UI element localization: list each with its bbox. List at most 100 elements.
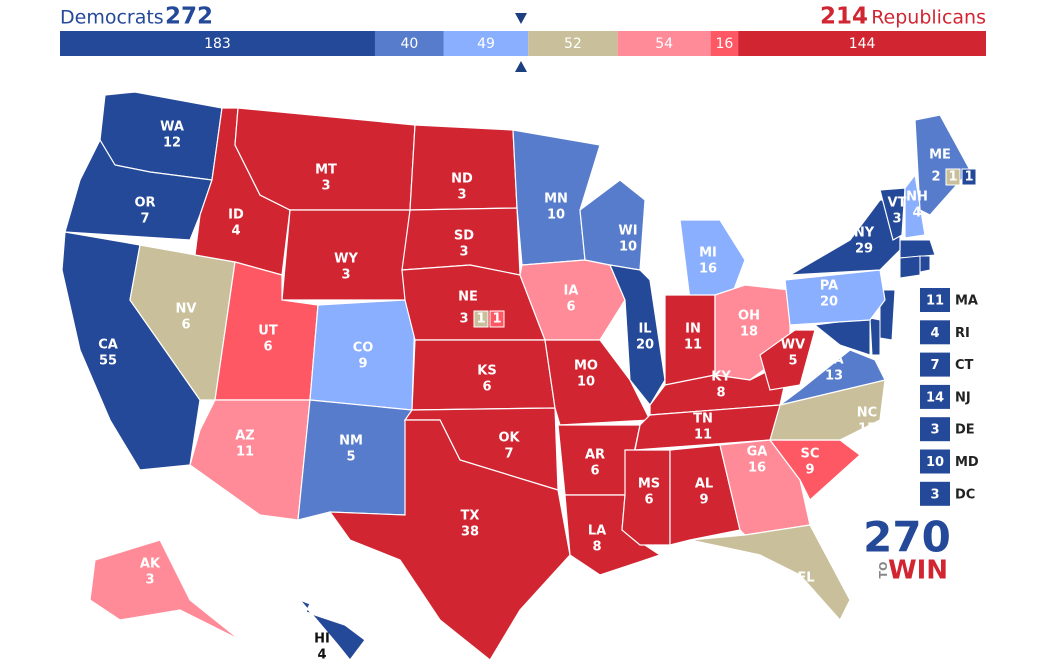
small-state-votes: 4 (930, 326, 939, 341)
state-abbr: NM (339, 434, 363, 449)
bar-segment (617, 31, 711, 56)
small-state-box (920, 320, 950, 345)
state-abbr: PA (820, 279, 838, 294)
state-shape (914, 114, 971, 216)
state-shape (89, 539, 241, 641)
state-abbr: NE (458, 290, 478, 305)
bar-label: 54 (655, 36, 673, 52)
state-votes: 6 (590, 464, 599, 479)
small-state-box (920, 481, 950, 506)
small-state-votes: 11 (926, 294, 944, 309)
small-state-abbr: MA (955, 294, 978, 309)
state-votes: 11 (694, 428, 712, 443)
state-votes: 3 (457, 188, 466, 203)
state-votes: 38 (461, 525, 479, 540)
dem-total: 272 (165, 4, 213, 30)
state-abbr: AZ (235, 429, 255, 444)
state-votes: 6 (482, 380, 491, 395)
majority-marker (515, 13, 527, 24)
state-votes: 6 (566, 300, 575, 315)
district-votes: 1 (948, 170, 957, 185)
state-abbr: NH (906, 190, 928, 205)
logo-number: 270 (863, 513, 951, 562)
state-abbr: OK (498, 431, 520, 446)
rep-total: 214 (820, 4, 868, 30)
state-votes: 11 (236, 445, 254, 460)
state-shape (679, 219, 746, 301)
state-abbr: TN (693, 412, 713, 427)
state-abbr: ND (451, 172, 473, 187)
small-state-abbr: DE (955, 423, 975, 438)
small-state-box (920, 417, 950, 442)
district-box (945, 168, 961, 186)
state-abbr: WA (160, 120, 184, 135)
bar-label: 183 (204, 36, 231, 52)
state-votes: 9 (805, 463, 814, 478)
state-abbr: WV (781, 338, 805, 353)
state-votes: 13 (825, 369, 843, 384)
district-votes: 1 (964, 170, 973, 185)
state-votes: 15 (858, 422, 876, 437)
state-shape (813, 317, 871, 356)
state-votes: 9 (358, 357, 367, 372)
state-shape (759, 329, 816, 391)
state-abbr: CO (353, 341, 374, 356)
state-votes: 20 (820, 295, 838, 310)
state-votes: 2 (931, 170, 940, 185)
state-abbr: KY (711, 370, 731, 385)
state-shape (669, 444, 741, 546)
state-votes: 6 (263, 340, 272, 355)
state-shape (899, 255, 921, 279)
state-votes: 12 (163, 136, 181, 151)
small-state-abbr: NJ (955, 390, 971, 405)
bar-segment (60, 31, 375, 56)
state-votes: 55 (99, 354, 117, 369)
state-votes: 3 (459, 312, 468, 327)
state-votes: 5 (346, 450, 355, 465)
small-state-votes: 3 (930, 487, 939, 502)
state-abbr: WY (334, 252, 358, 267)
state-abbr: ME (929, 148, 951, 163)
state-abbr: SC (801, 447, 820, 462)
state-abbr: MN (544, 192, 568, 207)
map: WA12OR7CA55NV6ID4MT3WY3UT6AZ11CO9NM5ND3S… (61, 91, 977, 663)
vote-bar: 183 40 49 52 54 16 144 (60, 31, 986, 56)
state-votes: 7 (140, 212, 149, 227)
small-states: 11 MA 4 RI 7 CT 14 NJ 3 DE 10 MD 3 DC (920, 288, 979, 506)
state-abbr: IN (685, 322, 701, 337)
state-votes: 3 (145, 573, 154, 588)
state-shape (328, 419, 571, 661)
small-state-votes: 3 (930, 423, 939, 438)
district-votes: 1 (492, 312, 501, 327)
state-shape (309, 299, 416, 411)
state-abbr: ID (228, 208, 244, 223)
small-state-box (920, 288, 950, 312)
state-shape (609, 264, 666, 407)
state-votes: 10 (547, 208, 565, 223)
district-box (961, 168, 977, 186)
state-abbr: SD (454, 229, 474, 244)
state-abbr: WI (618, 224, 637, 239)
bar-label: 52 (564, 36, 582, 52)
state-votes: 8 (716, 386, 725, 401)
state-abbr: GA (747, 445, 768, 460)
small-state-box (920, 352, 950, 377)
state-votes: 4 (231, 224, 240, 239)
state-abbr: OR (134, 196, 155, 211)
state-votes: 10 (577, 375, 595, 390)
state-votes: 7 (504, 447, 513, 462)
bar-segment (443, 31, 529, 56)
state-votes: 18 (740, 325, 758, 340)
small-state-votes: 14 (926, 390, 944, 405)
state-abbr: KS (477, 364, 496, 379)
state-votes: 10 (619, 240, 637, 255)
state-abbr: MO (574, 359, 598, 374)
state-shape (689, 524, 851, 622)
majority-marker (515, 61, 527, 72)
logo-win: WIN (888, 556, 948, 586)
state-abbr: IA (564, 284, 579, 299)
state-abbr: NY (854, 226, 875, 241)
small-state-abbr: MD (955, 455, 979, 470)
state-shape (789, 199, 901, 276)
logo: 270 TO WIN (863, 513, 951, 586)
